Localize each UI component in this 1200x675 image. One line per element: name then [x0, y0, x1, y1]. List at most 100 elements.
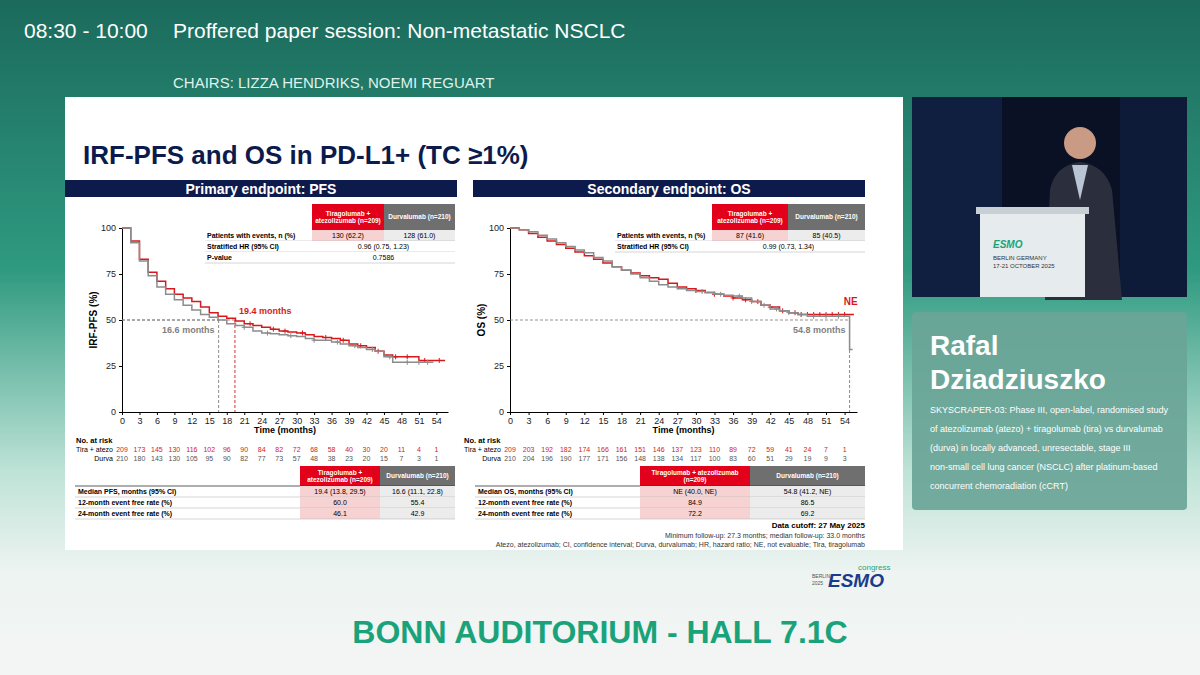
- header-cell: [788, 204, 865, 230]
- y-tick: 50: [106, 315, 122, 325]
- risk-count: 72: [293, 446, 301, 453]
- risk-count: 38: [328, 455, 336, 462]
- cell-text: 86.5: [801, 499, 815, 506]
- risk-count: 84: [258, 446, 266, 453]
- risk-count: 57: [293, 455, 301, 462]
- summary-table: Tiragolumab +atezolizumab (n=209) Durvalu…: [75, 466, 455, 519]
- x-tick-mark: [845, 412, 846, 415]
- y-tick: 0: [499, 407, 510, 417]
- risk-table: Tira + atezo2092031921821741661611511461…: [464, 436, 847, 462]
- censor-mark: [416, 360, 421, 365]
- censor-mark: [265, 331, 270, 336]
- x-tick-mark: [157, 412, 158, 415]
- x-axis-line: [123, 412, 449, 413]
- value-cell: [380, 486, 455, 497]
- y-tick: 100: [101, 223, 122, 233]
- value-cell: [380, 497, 455, 508]
- risk-count: 110: [709, 446, 720, 453]
- censor-mark: [786, 310, 791, 315]
- value-cell: [750, 497, 865, 508]
- cell-text: NE (40.0, NE): [673, 488, 717, 496]
- cell-text: Tiragolumab +atezolizumab (n=209): [307, 469, 373, 485]
- risk-count: 90: [240, 446, 248, 453]
- x-tick: 45: [784, 412, 794, 426]
- cell-text: 84.9: [688, 499, 702, 506]
- text-line: Durvalumab (n=210): [795, 213, 857, 221]
- risk-count: 20: [363, 455, 371, 462]
- risk-count: 204: [523, 455, 535, 462]
- venue: BONN AUDITORIUM - HALL 7.1C: [352, 614, 847, 650]
- x-tick: 54: [432, 412, 442, 426]
- x-tick-label: 42: [362, 416, 372, 426]
- censor-mark: [425, 360, 430, 365]
- risk-count: 192: [541, 446, 553, 453]
- cell-text: 130 (62.2): [332, 232, 364, 240]
- header-cell: [750, 466, 865, 486]
- x-tick-mark: [529, 412, 530, 415]
- panel-header: [65, 180, 457, 197]
- x-tick: 15: [598, 412, 608, 426]
- x-tick-label: 51: [822, 416, 832, 426]
- x-tick-label: 3: [137, 416, 142, 426]
- risk-count: 182: [560, 446, 572, 453]
- cell-text: Durvalumab (n=210): [388, 213, 450, 221]
- risk-count: 174: [579, 446, 591, 453]
- events-table: Tiragolumab +atezolizumab (n=209)Durvalu…: [205, 204, 455, 263]
- risk-count: 15: [380, 455, 388, 462]
- risk-count: 24: [804, 446, 812, 453]
- x-tick-mark: [677, 412, 678, 415]
- study-description: SKYSCRAPER-03: Phase III, open-label, ra…: [930, 405, 1169, 491]
- header-cell: [640, 466, 750, 486]
- x-tick-mark: [640, 412, 641, 415]
- header-cell: [312, 204, 384, 230]
- risk-count: 68: [310, 446, 318, 453]
- text-line: Durvalumab (n=210): [386, 472, 448, 480]
- y-axis-line: [122, 229, 123, 413]
- risk-count: 177: [579, 455, 591, 462]
- x-tick-mark: [770, 412, 771, 415]
- x-tick-label: 15: [598, 416, 608, 426]
- header-cell: [300, 466, 380, 486]
- x-tick-label: 9: [564, 416, 569, 426]
- censor-mark: [737, 294, 742, 299]
- censor-mark: [352, 343, 357, 348]
- median-hline: [510, 320, 850, 321]
- risk-count: 7: [824, 446, 828, 453]
- y-tick-label: 0: [499, 407, 504, 417]
- risk-count: 72: [748, 446, 756, 453]
- podium: [980, 212, 1085, 297]
- risk-count: 173: [134, 446, 146, 453]
- risk-count: 60: [748, 455, 756, 462]
- censor-mark: [341, 338, 346, 343]
- risk-count: 102: [203, 446, 215, 453]
- risk-count: 40: [345, 446, 353, 453]
- risk-count: 1: [434, 455, 438, 462]
- x-tick: 39: [747, 412, 757, 426]
- speaker-shirt: [1072, 165, 1088, 200]
- row-label: Patients with events, n (%): [617, 232, 705, 240]
- x-tick: 36: [729, 412, 739, 426]
- x-tick: 12: [187, 412, 197, 426]
- risk-count: 3: [843, 455, 847, 462]
- risk-count: 90: [223, 455, 231, 462]
- row-label-cell: [615, 230, 712, 241]
- row-label: Patients with events, n (%): [207, 232, 295, 240]
- risk-count: 1: [843, 446, 847, 453]
- x-tick-mark: [733, 412, 734, 415]
- cell-text: 87 (41.6): [736, 232, 764, 240]
- x-tick-mark: [622, 412, 623, 415]
- value-cell: [384, 230, 455, 241]
- risk-count: 1: [434, 446, 438, 453]
- x-tick-mark: [262, 412, 263, 415]
- median-label: 16.6 months: [162, 325, 215, 335]
- x-tick: 51: [822, 412, 832, 426]
- censor-mark: [393, 354, 398, 359]
- censor-mark: [248, 321, 253, 326]
- x-tick-label: 12: [187, 416, 197, 426]
- x-tick-mark: [547, 412, 548, 415]
- y-tick-mark: [119, 228, 122, 229]
- risk-count: 77: [258, 455, 266, 462]
- chairs: CHAIRS: LIZZA HENDRIKS, NOEMI REGUART: [173, 74, 494, 91]
- risk-count: 190: [560, 455, 572, 462]
- x-tick: 48: [803, 412, 813, 426]
